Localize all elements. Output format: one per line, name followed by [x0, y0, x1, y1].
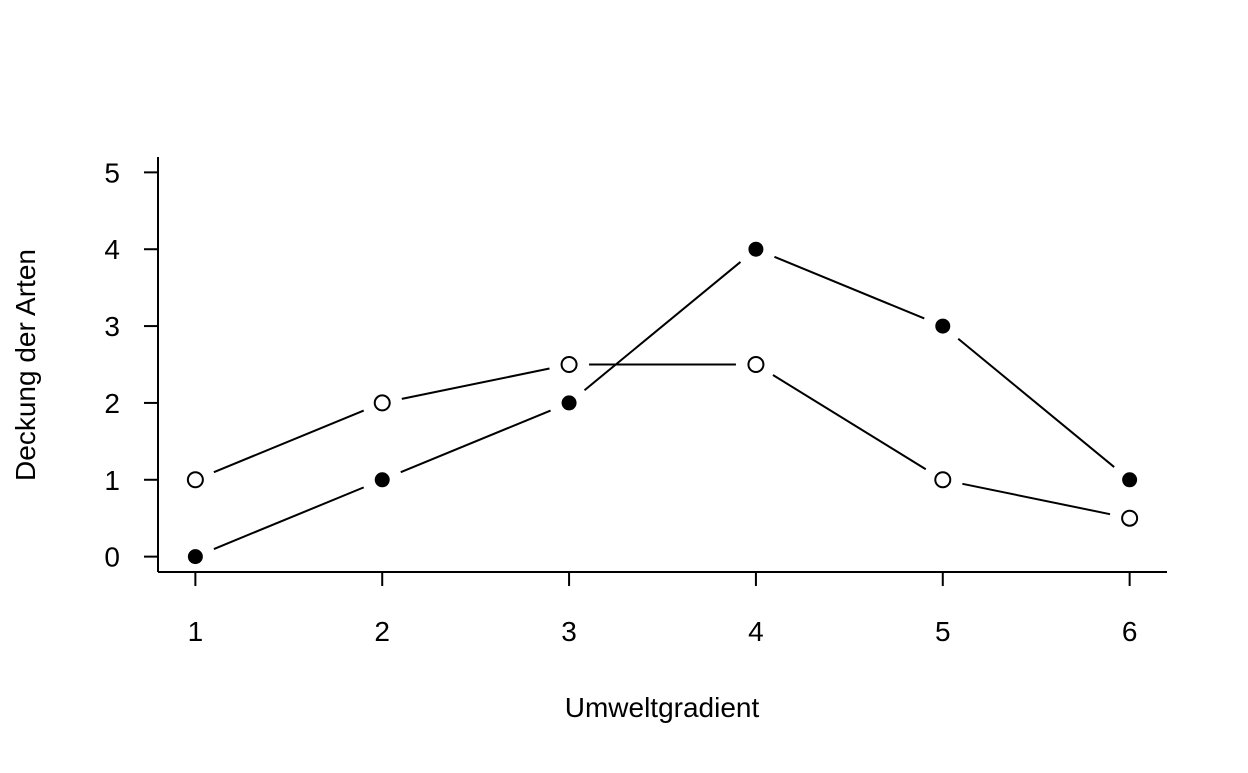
ticks: 1 2 3 4 5 6 0 1 2 3 4 5	[104, 157, 1137, 647]
filled-point	[935, 318, 951, 334]
open-point	[747, 356, 765, 373]
filled-point	[561, 395, 577, 411]
x-tick-label: 4	[748, 616, 764, 647]
filled-point	[1122, 472, 1138, 488]
x-tick-label: 2	[374, 616, 390, 647]
y-tick-label: 2	[104, 388, 120, 419]
series-2-segment	[583, 261, 742, 391]
x-tick-label: 6	[1122, 616, 1138, 647]
y-tick-label: 3	[104, 311, 120, 342]
x-tick-label: 3	[561, 616, 577, 647]
x-axis-title: Umweltgradient	[565, 692, 760, 723]
y-tick-label: 4	[104, 234, 120, 265]
series-2-segment	[213, 486, 365, 550]
series-1-segment	[401, 367, 550, 400]
open-point	[186, 471, 204, 489]
open-point	[560, 356, 578, 373]
axes	[157, 157, 1167, 573]
filled-point	[748, 241, 764, 257]
open-point	[934, 471, 952, 489]
series-points	[186, 241, 1139, 565]
series-lines	[213, 255, 1115, 550]
filled-point	[374, 472, 390, 488]
y-tick-label: 1	[104, 465, 120, 496]
y-tick-label: 0	[104, 542, 120, 573]
series-1-segment	[213, 409, 365, 474]
y-tick-label: 5	[104, 157, 120, 188]
x-tick-label: 1	[188, 616, 204, 647]
open-point	[373, 394, 391, 412]
filled-point	[187, 549, 203, 565]
series-2-segment	[957, 338, 1115, 468]
open-point	[1121, 509, 1139, 527]
y-axis-title: Deckung der Arten	[10, 249, 41, 481]
x-tick-label: 5	[935, 616, 951, 647]
series-2-segment	[400, 409, 551, 474]
series-2-segment	[774, 255, 925, 320]
series-1-segment	[772, 374, 927, 471]
series-1-segment	[962, 482, 1111, 516]
